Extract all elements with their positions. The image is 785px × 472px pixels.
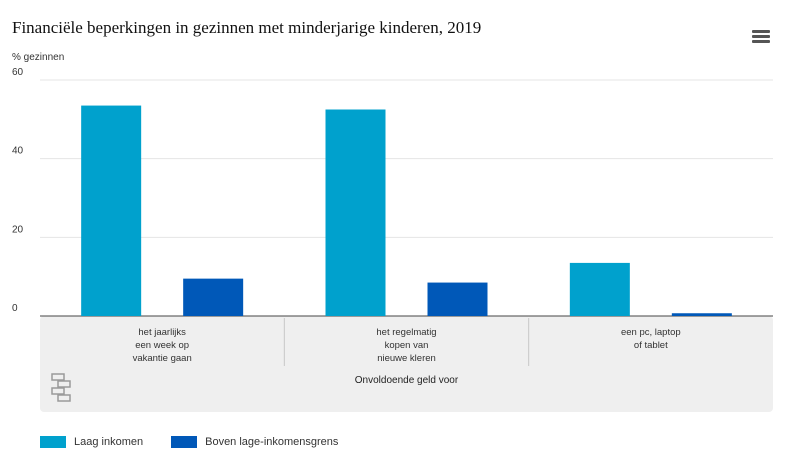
- bar-laag-inkomen: [81, 105, 142, 316]
- legend-swatch: [40, 436, 66, 448]
- legend-item[interactable]: Boven lage-inkomensgrens: [171, 436, 338, 448]
- y-tick-label: 40: [12, 146, 24, 157]
- bar-chart: 0 20 40 60 het jaarlijks een week op vakantie …: [12, 67, 773, 412]
- y-tick-label: 20: [12, 224, 24, 235]
- category-label: vakantie gaan: [133, 353, 192, 364]
- y-tick-label: 60: [12, 67, 24, 78]
- y-axis-unit-label: % gezinnen: [12, 52, 65, 63]
- cbs-logo-icon: [51, 373, 71, 402]
- category-label: kopen van: [385, 340, 429, 351]
- category-label: nieuwe kleren: [377, 353, 436, 364]
- category-label: het jaarlijks: [138, 327, 186, 338]
- bar-boven-lage-inkomensgrens: [671, 313, 732, 316]
- category-label: een pc, laptop: [621, 327, 681, 338]
- y-tick-label: 0: [12, 303, 18, 314]
- x-axis-title: Onvoldoende geld voor: [355, 375, 459, 386]
- category-label: of tablet: [634, 340, 668, 351]
- bar-boven-lage-inkomensgrens: [427, 282, 488, 316]
- bar-laag-inkomen: [325, 109, 386, 316]
- legend-label: Laag inkomen: [74, 436, 144, 448]
- bar-boven-lage-inkomensgrens: [183, 278, 244, 316]
- category-label: het regelmatig: [376, 327, 436, 338]
- chart-title: Financiële beperkingen in gezinnen met m…: [12, 18, 482, 37]
- category-axis-band: [40, 316, 773, 412]
- hamburger-menu-icon[interactable]: [752, 30, 770, 44]
- legend: Laag inkomen Boven lage-inkomensgrens: [40, 436, 366, 448]
- legend-item[interactable]: Laag inkomen: [40, 436, 143, 448]
- legend-label: Boven lage-inkomensgrens: [205, 436, 339, 448]
- category-label: een week op: [135, 340, 189, 351]
- legend-swatch: [171, 436, 198, 448]
- bar-laag-inkomen: [569, 262, 630, 316]
